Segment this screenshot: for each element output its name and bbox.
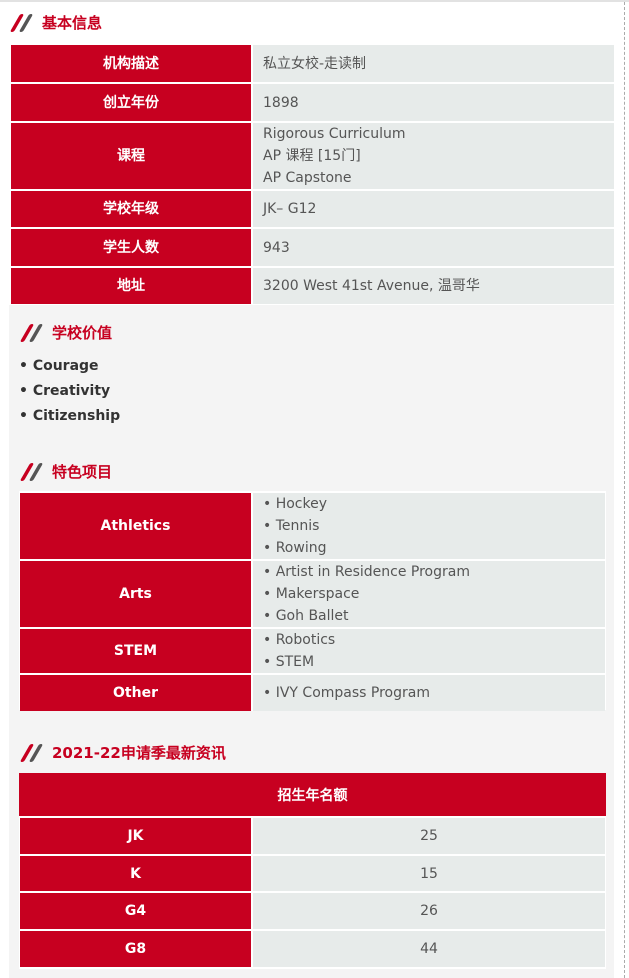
row-label: 学生人数 [11,229,253,266]
row-value: 1898 [253,84,614,121]
row-value: JK– G12 [253,191,614,227]
row-label: G4 [20,893,253,929]
double-slash-icon [19,323,44,342]
row-label: Other [20,675,253,711]
value-line: • Makerspace [263,586,360,602]
list-item: • Courage [19,358,99,374]
table-row: 地址 3200 West 41st Avenue, 温哥华 [11,268,614,304]
table-row: STEM • Robotics • STEM [20,629,605,673]
row-value: Rigorous Curriculum AP 课程 [15门] AP Capston… [253,123,614,189]
value-line: Rigorous Curriculum [263,126,406,142]
row-label: Arts [20,561,253,627]
table-row: 课程 Rigorous Curriculum AP 课程 [15门] AP Capst… [11,123,614,189]
row-label: STEM [20,629,253,673]
dashed-border [624,2,625,978]
row-label: Athletics [20,493,253,559]
section-heading-basic: 基本信息 [9,12,102,33]
admission-header: 招生年名额 [19,773,606,816]
row-value: 15 [253,856,605,891]
value-line: • Goh Ballet [263,608,349,624]
row-value: 私立女校-走读制 [253,45,614,82]
row-label: 机构描述 [11,45,253,82]
value-line: JK– G12 [263,201,317,217]
value-line: • Tennis [263,518,320,534]
value-line: 3200 West 41st Avenue, 温哥华 [263,278,480,294]
row-value: • Robotics • STEM [253,629,605,673]
value-line: AP Capstone [263,170,352,186]
section-heading-admission: 2021-22申请季最新资讯 [19,742,226,763]
table-row: Athletics • Hockey • Tennis • Rowing [20,493,605,559]
list-item: • Creativity [19,383,111,399]
table-row: G4 26 [20,893,605,929]
section-heading-programs: 特色项目 [19,461,112,482]
section-heading-values: 学校价值 [19,322,112,343]
double-slash-icon [19,743,44,762]
value-line: • Rowing [263,540,327,556]
row-value: • Artist in Residence Program • Makerspac… [253,561,605,627]
row-label: K [20,856,253,891]
value-line: 1898 [263,94,299,111]
table-row: 机构描述 私立女校-走读制 [11,45,614,82]
double-slash-icon [9,13,34,32]
table-row: Arts • Artist in Residence Program • Maker… [20,561,605,627]
value-line: • IVY Compass Program [263,685,430,701]
row-value: • IVY Compass Program [253,675,605,711]
table-row: JK 25 [20,818,605,854]
value-line: • Hockey [263,496,328,512]
value-line: • STEM [263,654,315,670]
value-line: 私立女校-走读制 [263,55,367,72]
table-row: K 15 [20,856,605,891]
list-item: • Citizenship [19,408,121,424]
row-value: 943 [253,229,614,266]
row-label: 课程 [11,123,253,189]
row-label: 地址 [11,268,253,304]
row-value: 3200 West 41st Avenue, 温哥华 [253,268,614,304]
row-value: • Hockey • Tennis • Rowing [253,493,605,559]
row-value: 25 [253,818,605,854]
values-list: • Courage • Creativity • Citizenship [19,354,120,429]
value-line: • Robotics [263,632,336,648]
basic-info-table: 机构描述 私立女校-走读制 创立年份 1898 课程 Rigorous Curriculu… [11,43,614,306]
row-label: 学校年级 [11,191,253,227]
row-label: G8 [20,931,253,967]
row-label: 创立年份 [11,84,253,121]
table-row: 学校年级 JK– G12 [11,191,614,227]
row-value: 26 [253,893,605,929]
double-slash-icon [19,462,44,481]
table-row: 创立年份 1898 [11,84,614,121]
value-line: AP 课程 [15门] [263,148,361,164]
table-row: 学生人数 943 [11,229,614,266]
value-line: • Artist in Residence Program [263,564,470,580]
row-label: JK [20,818,253,854]
table-row: Other • IVY Compass Program [20,675,605,711]
value-line: 943 [263,239,290,256]
table-row: G8 44 [20,931,605,967]
programs-table: Athletics • Hockey • Tennis • Rowing Arts • A… [20,491,605,713]
admission-table: JK 25 K 15 G4 26 G8 44 [20,816,605,969]
row-value: 44 [253,931,605,967]
